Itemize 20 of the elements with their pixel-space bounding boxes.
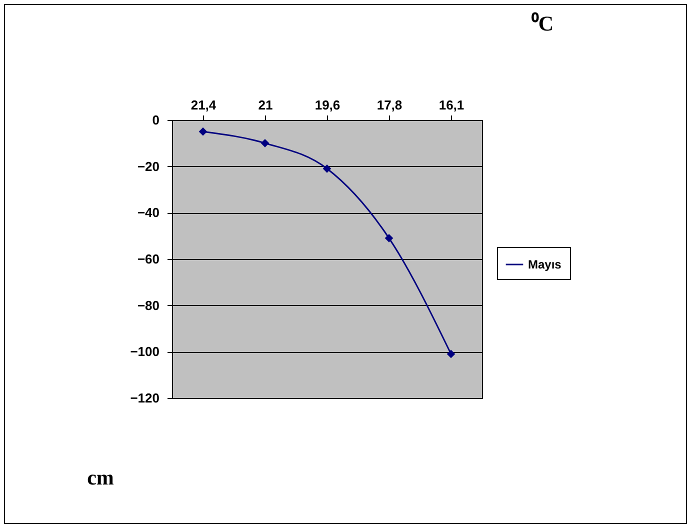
legend-label: Mayıs: [528, 258, 562, 272]
x-tick-label: 17,8: [376, 98, 402, 112]
point: [384, 234, 394, 242]
y-tick-label: −20: [137, 158, 160, 174]
x-tick-label: 16,1: [438, 98, 464, 112]
x-tick-label: 21,4: [190, 98, 217, 112]
y-tick-label: −60: [137, 252, 160, 266]
y-tick-label: −80: [137, 298, 160, 313]
point: [260, 138, 270, 148]
y-tick-label: −100: [130, 344, 160, 360]
y-axis-title: ⁰C: [531, 12, 554, 36]
x-axis-title: cm: [87, 466, 114, 490]
y-tick-label: 0: [152, 112, 160, 128]
x-tick-label: 19,6: [314, 98, 340, 112]
y-tick-label: −40: [137, 205, 160, 220]
point: [322, 164, 332, 173]
x-tick-label: 21: [258, 98, 273, 112]
point: [198, 127, 208, 136]
y-tick-label: −120: [130, 390, 160, 406]
point: [446, 350, 456, 358]
